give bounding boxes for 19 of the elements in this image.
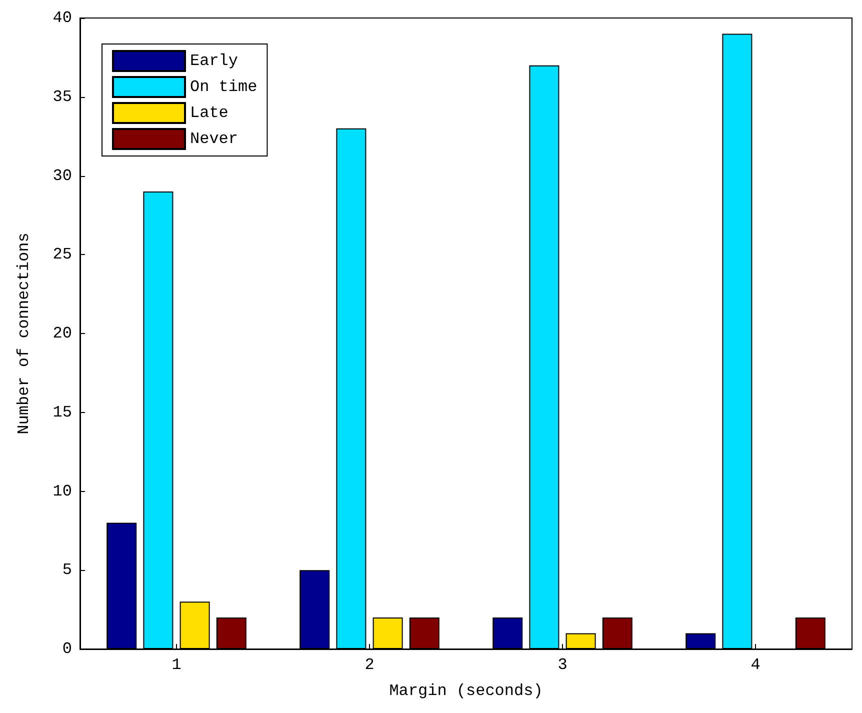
x-tick-label: 1 — [172, 656, 182, 674]
y-axis-title: Number of connections — [15, 232, 33, 434]
y-tick-label: 5 — [62, 561, 72, 580]
y-tick-label: 15 — [52, 403, 72, 422]
x-tick-label: 2 — [364, 656, 374, 674]
y-tick-label: 0 — [62, 640, 72, 658]
x-tick-label: 4 — [750, 656, 760, 674]
y-tick-label: 40 — [52, 9, 72, 27]
legend-label: Never — [190, 130, 238, 148]
y-tick-label: 30 — [52, 166, 72, 185]
y-tick-label: 25 — [52, 246, 72, 264]
y-tick-label: 20 — [52, 324, 72, 342]
x-axis-title: Margin (seconds) — [389, 682, 543, 700]
legend-label: On time — [190, 78, 258, 96]
y-tick-label: 35 — [52, 88, 72, 106]
legend-label: Early — [190, 52, 238, 70]
x-tick-label: 3 — [558, 656, 568, 674]
y-tick-label: 10 — [52, 482, 72, 500]
legend-label: Late — [190, 104, 228, 122]
